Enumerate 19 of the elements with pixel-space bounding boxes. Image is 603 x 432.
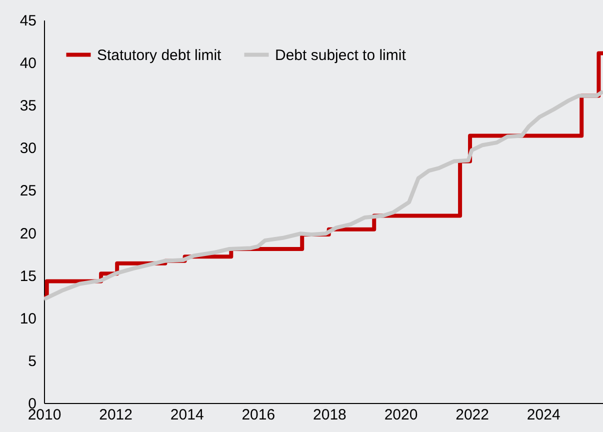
- y-tick-label: 40: [20, 55, 36, 72]
- y-tick-label: 45: [20, 12, 36, 30]
- x-tick-label: 2016: [242, 406, 276, 424]
- y-tick-label: 10: [20, 310, 36, 328]
- legend-label: Statutory debt limit: [97, 46, 222, 64]
- y-tick-label: 35: [20, 98, 36, 115]
- x-tick-label: 2022: [456, 406, 489, 424]
- line-series: [44, 89, 603, 302]
- x-tick-label: 2020: [384, 406, 418, 424]
- x-tick-label: 2024: [526, 406, 560, 424]
- legend-label: Debt subject to limit: [275, 46, 407, 64]
- y-tick-label: 20: [20, 225, 36, 242]
- y-tick-label: 15: [20, 268, 36, 285]
- y-tick-label: 5: [28, 352, 36, 370]
- x-tick-label: 2012: [99, 406, 132, 424]
- y-tick-label: 25: [20, 182, 36, 200]
- y-tick-label: 30: [20, 140, 36, 158]
- x-tick-label: 2014: [170, 406, 204, 424]
- x-tick-label: 2018: [313, 406, 346, 424]
